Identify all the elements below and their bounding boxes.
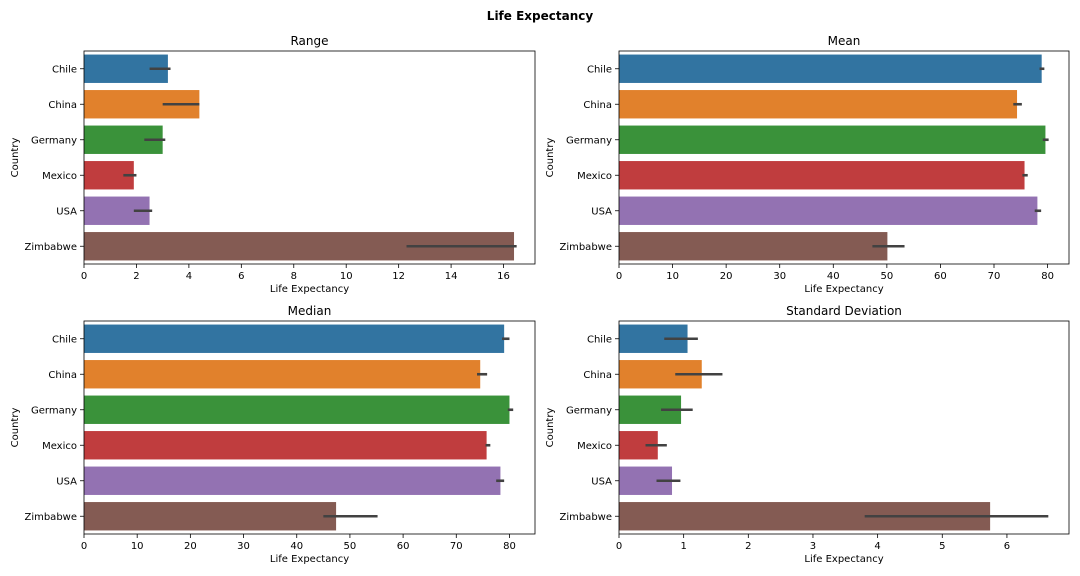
bar-zimbabwe [84,502,337,531]
x-tick-label: 0 [81,541,87,552]
y-tick-label: China [48,370,77,381]
x-tick-label: 60 [397,541,410,552]
subplot-title: Standard Deviation [786,304,902,318]
y-tick-label: Chile [587,64,612,75]
bar-mexico [619,161,1025,190]
y-tick-label: Chile [52,334,77,345]
y-axis-label: Country [10,408,21,448]
axes-frame [83,320,536,535]
y-tick-label: Mexico [42,171,77,182]
bar-china [84,360,481,389]
x-tick-label: 50 [880,271,893,282]
x-tick-label: 3 [810,541,816,552]
bar-chile [619,54,1042,83]
y-tick-label: Zimbabwe [24,512,77,523]
bar-zimbabwe [619,232,888,261]
y-tick-label: Mexico [577,171,612,182]
x-tick-label: 80 [503,541,516,552]
bar-germany [84,395,510,424]
axes-frame [618,320,1070,535]
y-tick-label: USA [56,476,77,487]
x-tick-label: 70 [450,541,463,552]
y-axis-label: Country [545,138,556,178]
subplot-range: Range Chile China Germany Mexico USA Zimbabwe 0… [10,34,536,295]
subplot-mean: Mean Chile China Germany Mexico USA Zimbabwe 0 1… [545,34,1070,295]
x-tick-label: 20 [720,271,733,282]
subplot-title: Median [288,304,332,318]
y-tick-label: Mexico [42,441,77,452]
axes-frame [618,50,1070,265]
y-tick-label: USA [56,206,77,217]
bar-china [619,90,1018,119]
bar-chile [84,324,505,353]
x-tick-label: 80 [1041,271,1054,282]
y-axis-label: Country [10,138,21,178]
y-tick-label: Germany [566,135,612,146]
y-tick-label: Zimbabwe [559,242,612,253]
x-tick-label: 0 [616,541,622,552]
y-axis-label: Country [545,408,556,448]
y-tick-label: Germany [31,135,77,146]
x-tick-label: 2 [745,541,751,552]
x-tick-label: 30 [773,271,786,282]
x-tick-label: 16 [497,271,510,282]
bar-usa [619,196,1038,225]
x-tick-label: 0 [616,271,622,282]
x-tick-label: 1 [680,541,686,552]
x-tick-label: 50 [344,541,357,552]
y-tick-label: Mexico [577,441,612,452]
y-tick-label: China [48,100,77,111]
x-axis-label: Life Expectancy [270,554,349,565]
y-tick-label: China [583,100,612,111]
y-tick-label: Chile [587,334,612,345]
y-tick-label: Germany [566,405,612,416]
x-tick-label: 4 [874,541,880,552]
x-tick-label: 10 [340,271,353,282]
x-tick-label: 0 [81,271,87,282]
x-tick-label: 40 [290,541,303,552]
x-tick-label: 6 [238,271,244,282]
subplot-median: Median Chile China Germany Mexico USA Zimbabwe… [10,304,536,565]
x-tick-label: 4 [186,271,192,282]
y-tick-label: Zimbabwe [24,242,77,253]
x-tick-label: 20 [184,541,197,552]
y-tick-label: Chile [52,64,77,75]
x-axis-label: Life Expectancy [270,284,349,295]
bar-usa [84,466,501,495]
x-axis-label: Life Expectancy [804,284,883,295]
figure-title: Life Expectancy [486,9,594,23]
y-tick-label: China [583,370,612,381]
x-tick-label: 5 [939,541,945,552]
x-tick-label: 12 [392,271,405,282]
x-tick-label: 70 [988,271,1001,282]
subplot-title: Range [290,34,328,48]
bar-mexico [84,431,487,460]
bar-germany [619,125,1046,154]
x-tick-label: 6 [1004,541,1010,552]
subplot-title: Mean [828,34,861,48]
x-tick-label: 30 [237,541,250,552]
x-tick-label: 2 [133,271,139,282]
x-tick-label: 10 [131,541,144,552]
y-tick-label: Zimbabwe [559,512,612,523]
x-tick-label: 10 [666,271,679,282]
axes-frame [83,50,536,265]
subplot-standard-deviation: Standard Deviation Chile China Germany Mexic… [545,304,1070,565]
x-tick-label: 8 [291,271,297,282]
x-axis-label: Life Expectancy [804,554,883,565]
x-tick-label: 40 [827,271,840,282]
x-tick-label: 14 [445,271,458,282]
y-tick-label: USA [591,206,612,217]
y-tick-label: USA [591,476,612,487]
x-tick-label: 60 [934,271,947,282]
y-tick-label: Germany [31,405,77,416]
